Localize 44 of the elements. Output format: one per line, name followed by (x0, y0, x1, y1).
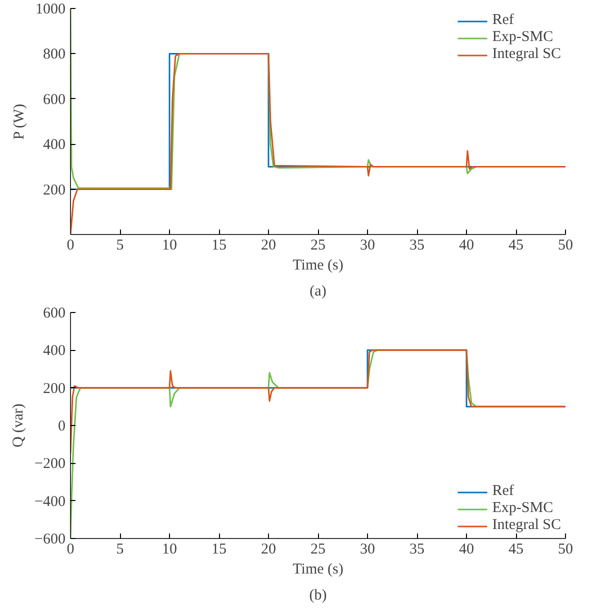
x-tick-label: 5 (116, 238, 124, 254)
legend-label: Exp-SMC (492, 29, 554, 46)
x-tick-label: 15 (212, 542, 226, 558)
legend-label: Ref (492, 483, 514, 500)
legend-label: Integral SC (492, 517, 561, 534)
x-tick-label: 10 (162, 238, 177, 254)
y-tick-label: 400 (43, 137, 66, 154)
x-tick-label: 50 (558, 542, 573, 558)
x-tick-label: 30 (360, 238, 375, 254)
y-axis-title: Q (var) (10, 404, 27, 448)
x-tick-label: 35 (410, 238, 424, 254)
x-tick-label: 20 (261, 542, 276, 558)
text: (a) (310, 284, 326, 300)
y-tick-label: −400 (34, 494, 66, 510)
legend-label: Ref (492, 12, 514, 29)
y-tick-label: −200 (34, 456, 66, 472)
y-tick-label: 200 (43, 182, 66, 198)
y-tick-label: 600 (43, 92, 66, 108)
y-tick-label: 200 (43, 380, 66, 397)
y-tick-label: 800 (43, 46, 66, 63)
x-tick-label: 10 (162, 542, 177, 558)
x-tick-label: 25 (310, 542, 326, 558)
x-tick-label: 30 (360, 542, 375, 558)
y-tick-label: 400 (43, 343, 66, 360)
x-tick-label: 35 (410, 542, 424, 558)
legend-label: Exp-SMC (492, 500, 554, 517)
x-tick-label: 40 (459, 542, 474, 558)
x-tick-label: 40 (459, 238, 474, 254)
x-tick-label: 50 (558, 238, 573, 254)
y-tick-label: 1000 (36, 2, 66, 18)
x-axis-title: Time (s) (292, 562, 344, 578)
y-axis-title: P (W) (12, 104, 28, 140)
text: (b) (309, 588, 327, 604)
x-tick-label: 5 (116, 542, 124, 558)
x-tick-label: 45 (508, 542, 524, 558)
legend-label: Integral SC (492, 46, 561, 63)
x-tick-label: 15 (212, 238, 226, 254)
x-tick-label: 45 (508, 238, 524, 254)
x-tick-label: 25 (310, 238, 326, 254)
y-tick-label: 0 (58, 418, 66, 434)
x-axis-title: Time (s) (292, 258, 344, 274)
x-tick-label: 20 (261, 238, 276, 254)
y-tick-label: −600 (34, 532, 66, 548)
y-tick-label: 600 (43, 306, 66, 322)
